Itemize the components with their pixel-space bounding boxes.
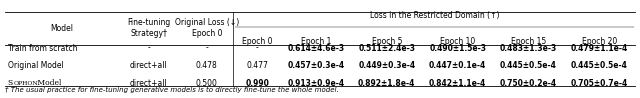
Text: -: - [205, 44, 208, 53]
Text: Fine-tuning
Strategy†: Fine-tuning Strategy† [127, 18, 170, 39]
Text: Epoch 0: Epoch 0 [242, 37, 273, 46]
Text: 0.990: 0.990 [245, 79, 269, 88]
Text: Epoch 20: Epoch 20 [582, 37, 617, 46]
Text: Epoch 10: Epoch 10 [440, 37, 476, 46]
Text: 0.445±0.5e-4: 0.445±0.5e-4 [500, 61, 557, 70]
Text: -: - [147, 44, 150, 53]
Text: 0.500: 0.500 [196, 79, 218, 88]
Text: Model: Model [50, 24, 73, 33]
Text: 0.705±0.7e-4: 0.705±0.7e-4 [571, 79, 628, 88]
Text: 0.483±1.3e-3: 0.483±1.3e-3 [500, 44, 557, 53]
Text: 0.449±0.3e-4: 0.449±0.3e-4 [358, 61, 415, 70]
Text: † The usual practice for fine-tuning generative models is to directly fine-tune : † The usual practice for fine-tuning gen… [5, 87, 339, 93]
Text: 0.511±2.4e-3: 0.511±2.4e-3 [358, 44, 415, 53]
Text: 0.892±1.8e-4: 0.892±1.8e-4 [358, 79, 415, 88]
Text: Epoch 5: Epoch 5 [372, 37, 402, 46]
Text: Model: Model [35, 79, 61, 87]
Text: Loss in the Restricted Domain (↑): Loss in the Restricted Domain (↑) [370, 11, 499, 20]
Text: OPHON: OPHON [13, 81, 38, 86]
Text: 0.614±4.6e-3: 0.614±4.6e-3 [287, 44, 344, 53]
Text: 0.913±0.9e-4: 0.913±0.9e-4 [287, 79, 344, 88]
Text: S: S [8, 79, 13, 87]
Text: 0.479±1.1e-4: 0.479±1.1e-4 [571, 44, 628, 53]
Text: Epoch 15: Epoch 15 [511, 37, 546, 46]
Text: direct+all: direct+all [130, 79, 168, 88]
Text: Epoch 1: Epoch 1 [301, 37, 331, 46]
Text: 0.477: 0.477 [246, 61, 268, 70]
Text: Original Loss (↓)
Epoch 0: Original Loss (↓) Epoch 0 [175, 18, 239, 39]
Text: Train from scratch: Train from scratch [8, 44, 77, 53]
Text: Original Model: Original Model [8, 61, 63, 70]
Text: 0.750±0.2e-4: 0.750±0.2e-4 [500, 79, 557, 88]
Text: 0.490±1.5e-3: 0.490±1.5e-3 [429, 44, 486, 53]
Text: 0.445±0.5e-4: 0.445±0.5e-4 [571, 61, 628, 70]
Text: 0.478: 0.478 [196, 61, 218, 70]
Text: 0.457±0.3e-4: 0.457±0.3e-4 [287, 61, 344, 70]
Text: direct+all: direct+all [130, 61, 168, 70]
Text: 0.842±1.1e-4: 0.842±1.1e-4 [429, 79, 486, 88]
Text: 0.447±0.1e-4: 0.447±0.1e-4 [429, 61, 486, 70]
Text: -: - [256, 44, 259, 53]
